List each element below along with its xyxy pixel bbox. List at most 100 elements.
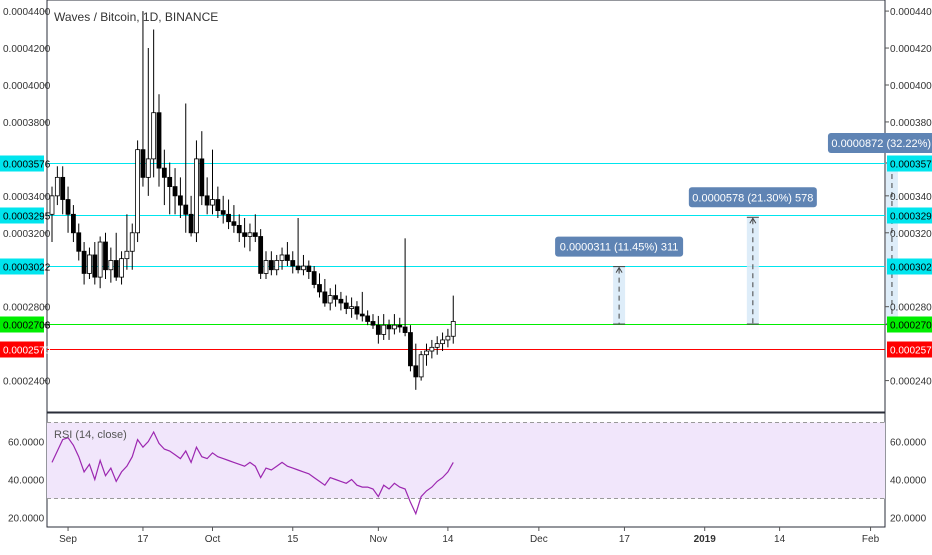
price-tick-left: 0.0003200 — [3, 229, 51, 240]
measure-arrowhead-1 — [749, 217, 757, 224]
candle-body-down — [408, 332, 413, 367]
price-tick-left: 0.0004400 — [3, 7, 51, 18]
candle-body-up — [424, 350, 429, 356]
candle-body-down — [215, 199, 221, 212]
measure-label-bg-0 — [555, 236, 684, 257]
candle-body-up — [301, 265, 306, 271]
candle-body-down — [295, 265, 301, 271]
candle-body-up — [108, 260, 114, 271]
candle-body-down — [71, 213, 76, 234]
candle-body-up — [124, 250, 130, 260]
candle-body-up — [151, 112, 157, 160]
x-tick-label: 2019 — [694, 534, 717, 545]
candle-body-up — [210, 199, 215, 206]
candle-body-down — [413, 365, 419, 378]
x-tick-label: Nov — [369, 534, 387, 545]
measure-label-2: 0.0000872 (32.22%) 872 — [831, 138, 932, 150]
candle-body-up — [445, 335, 451, 341]
price-tick-right: 0.0002400 — [890, 377, 932, 388]
candle-body-down — [370, 321, 376, 326]
level-0003576-tag-right — [887, 155, 932, 172]
candle-body-up — [129, 232, 135, 252]
candle-body-down — [258, 236, 264, 274]
candle-body-down — [317, 284, 322, 293]
candle-body-up — [97, 241, 103, 278]
candle-body-down — [397, 324, 403, 328]
level-0002706-tag-left-text: 0.0002706 — [3, 321, 51, 332]
level-0003022-tag-right-text: 0.0003022 — [890, 263, 932, 274]
level-0002706-tag-right — [887, 316, 932, 333]
x-tick-label: Dec — [530, 534, 548, 545]
measure-arrowhead-0 — [615, 266, 623, 273]
candle-body-down — [284, 254, 290, 261]
candle-body-up — [49, 195, 55, 215]
candle-body-up — [194, 158, 199, 234]
level-0002570-tag-left-text: 0.0002570 — [3, 346, 51, 357]
candle-body-down — [140, 149, 146, 178]
measure-label-bg-1 — [688, 187, 817, 208]
candle-body-down — [242, 232, 248, 237]
candle-body-down — [161, 167, 167, 178]
candle-body-up — [274, 260, 280, 271]
candle-body-up — [263, 260, 269, 274]
rsi-band — [47, 422, 885, 499]
candle-body-down — [60, 176, 66, 200]
level-0002706-tag-left — [0, 316, 44, 333]
candle-body-down — [76, 232, 82, 252]
level-0003295-tag-left-text: 0.0003295 — [3, 212, 51, 223]
candle-body-up — [440, 339, 445, 345]
price-tick-left: 0.0003400 — [3, 192, 51, 203]
candle-body-up — [145, 158, 151, 178]
candle-body-down — [226, 213, 231, 223]
measure-label-1: 0.0000578 (21.30%) 578 — [692, 192, 813, 204]
candle-body-up — [247, 232, 253, 237]
candle-body-up — [429, 346, 435, 352]
candle-body-up — [87, 254, 92, 274]
x-tick-label: 14 — [442, 534, 454, 545]
candle-body-down — [252, 232, 258, 237]
candle-body-down — [199, 158, 205, 197]
price-tick-left: 0.0002400 — [3, 377, 51, 388]
rsi-tick-right: 40.0000 — [890, 476, 927, 487]
rsi-tick-right: 20.0000 — [890, 514, 927, 525]
candle-body-down — [81, 250, 87, 274]
candle-body-up — [391, 324, 397, 330]
price-tick-right: 0.0003200 — [890, 229, 932, 240]
price-tick-right: 0.0004000 — [890, 81, 932, 92]
candle-body-up — [418, 354, 424, 378]
x-tick-label: Feb — [862, 534, 880, 545]
candle-body-up — [119, 258, 124, 278]
candle-body-down — [365, 315, 371, 322]
price-tick-right: 0.0004200 — [890, 44, 932, 55]
price-tick-right: 0.0002800 — [890, 303, 932, 314]
price-tick-right: 0.0003400 — [890, 192, 932, 203]
candle-body-down — [268, 260, 274, 271]
candle-body-down — [311, 271, 317, 285]
x-tick-label: Oct — [205, 534, 221, 545]
candle-body-up — [54, 176, 60, 197]
candle-body-down — [236, 224, 242, 234]
measure-box-2 — [885, 162, 898, 325]
candle-body-down — [386, 324, 392, 330]
candle-body-down — [375, 324, 381, 335]
candle-body-down — [188, 213, 194, 234]
candle-body-up — [349, 306, 355, 309]
rsi-tick-left: 60.0000 — [8, 438, 45, 449]
measure-box-0 — [613, 266, 626, 325]
candle-body-up — [381, 324, 387, 335]
candle-body-down — [183, 204, 189, 215]
candle-body-down — [338, 298, 344, 304]
level-0003576-tag-right-text: 0.0003576 — [890, 160, 932, 171]
price-tick-left: 0.0004000 — [3, 81, 51, 92]
candle-body-down — [402, 326, 408, 333]
x-tick-label: 14 — [774, 534, 786, 545]
rsi-title: RSI (14, close) — [54, 429, 127, 441]
candle-body-down — [156, 112, 162, 169]
measure-label-bg-2 — [827, 132, 932, 153]
level-0003022-tag-left — [0, 258, 44, 275]
level-0003022-tag-left-text: 0.0003022 — [3, 263, 51, 274]
candle-body-up — [327, 295, 333, 304]
level-0002570-tag-right-text: 0.0002570 — [890, 346, 932, 357]
